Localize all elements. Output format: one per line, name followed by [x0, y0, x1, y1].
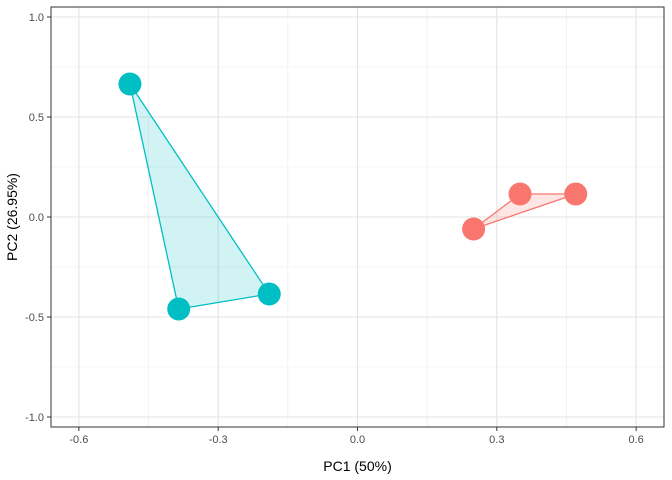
data-point-group-1	[508, 182, 532, 206]
y-tick-label: -1.0	[25, 412, 44, 424]
x-tick-label: -0.6	[69, 434, 88, 446]
x-axis-title: PC1 (50%)	[323, 458, 391, 474]
group-hull-1	[472, 193, 577, 230]
y-tick-label: -0.5	[25, 312, 44, 324]
x-tick-label: 0.3	[489, 434, 504, 446]
data-points	[118, 72, 588, 321]
data-point-group-2	[118, 72, 142, 96]
data-point-group-1	[462, 217, 486, 241]
axis-ticks: -0.6 -0.3 0.0 0.3 0.6 -1.0 -0.5 0.0 0.5 1.0	[25, 12, 644, 446]
y-tick-label: 0.0	[29, 212, 44, 224]
y-tick-label: 1.0	[29, 12, 44, 24]
y-axis-title: PC2 (26.95%)	[4, 173, 20, 261]
x-tick-label: -0.3	[209, 434, 228, 446]
data-point-group-2	[257, 282, 281, 306]
data-point-group-2	[167, 297, 191, 321]
x-tick-label: 0.0	[350, 434, 365, 446]
y-tick-label: 0.5	[29, 112, 44, 124]
x-tick-label: 0.6	[628, 434, 643, 446]
data-point-group-1	[564, 182, 588, 206]
group-hulls	[129, 83, 577, 310]
group-hull-2	[129, 83, 270, 310]
grid-lines	[51, 7, 664, 427]
